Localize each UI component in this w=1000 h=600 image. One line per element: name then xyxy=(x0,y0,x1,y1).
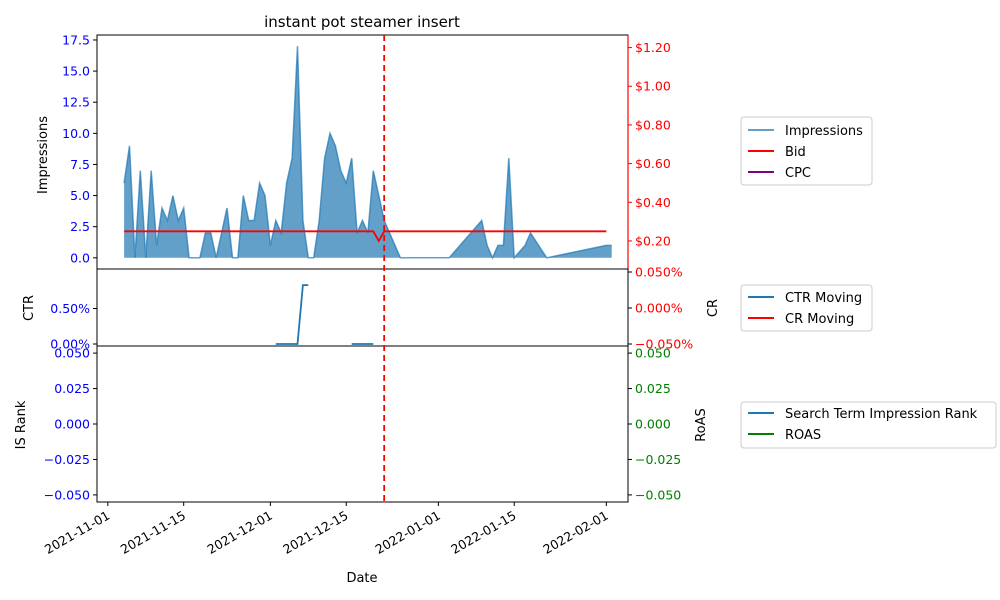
bid-tick-label: $1.00 xyxy=(635,79,671,94)
date-axis-label: Date xyxy=(346,571,377,586)
impressions-axis: 0.0 2.5 5.0 7.5 10.0 12.5 15.0 17.5 xyxy=(62,32,97,265)
legend-roas-label: ROAS xyxy=(785,428,821,443)
impressions-area xyxy=(124,46,612,258)
cr-axis-label: CR xyxy=(706,299,721,317)
impressions-area-layer xyxy=(123,46,612,260)
roas-tick-label: −0.025 xyxy=(635,452,681,467)
legend-is-rank-label: Search Term Impression Rank xyxy=(785,407,978,422)
impressions-axis-label: Impressions xyxy=(36,116,51,194)
impressions-tick-label: 5.0 xyxy=(70,188,90,203)
is-rank-axis: −0.050 −0.025 0.000 0.025 0.050 xyxy=(44,346,97,502)
impressions-tick-label: 17.5 xyxy=(62,32,90,47)
impressions-tick-label: 15.0 xyxy=(62,64,90,79)
cr-axis: −0.050% 0.000% 0.050% xyxy=(628,265,693,352)
date-tick-label: 2022-02-01 xyxy=(540,508,610,557)
legend-top-frame xyxy=(740,116,873,186)
impressions-tick-label: 0.0 xyxy=(70,250,90,265)
is-rank-tick-label: 0.025 xyxy=(54,381,90,396)
ctr-tick-label: 0.00% xyxy=(50,337,90,352)
impressions-tick-label: 12.5 xyxy=(62,95,90,110)
date-tick-label: 2022-01-01 xyxy=(372,508,442,557)
bid-tick-label: $1.20 xyxy=(635,40,671,55)
bid-tick-label: $0.20 xyxy=(635,233,671,248)
date-tick-label: 2021-11-15 xyxy=(118,508,188,557)
ctr-axis-label: CTR xyxy=(22,295,37,321)
roas-axis: −0.050 −0.025 0.000 0.025 0.050 xyxy=(628,346,681,502)
chart-title: instant pot steamer insert xyxy=(264,13,460,31)
legend-middle: CTR Moving CR Moving xyxy=(740,284,873,332)
bid-tick-label: $0.80 xyxy=(635,117,671,132)
roas-tick-label: −0.050 xyxy=(635,487,681,502)
legend-bottom: Search Term Impression Rank ROAS xyxy=(740,401,997,449)
ctr-tick-label: 0.50% xyxy=(50,301,90,316)
date-axis: 2021-11-01 2021-11-15 2021-12-01 2021-12-15… xyxy=(42,502,611,557)
bottom-panel-frame xyxy=(96,345,629,503)
bid-line-layer xyxy=(124,230,607,243)
is-rank-tick-label: 0.000 xyxy=(54,417,90,432)
ctr-axis: 0.00% 0.50% xyxy=(50,301,97,352)
bid-axis: $0.20 $0.40 $0.60 $0.80 $1.00 $1.20 xyxy=(627,35,671,269)
cr-tick-label: −0.050% xyxy=(635,337,693,352)
date-tick-label: 2021-12-01 xyxy=(204,508,274,557)
date-tick-label: 2021-11-01 xyxy=(42,508,112,557)
roas-tick-label: 0.025 xyxy=(635,381,671,396)
legend-bid-label: Bid xyxy=(785,145,806,160)
legend-cr-label: CR Moving xyxy=(785,312,854,327)
cr-tick-label: 0.050% xyxy=(635,265,683,280)
ctr-line-segment xyxy=(275,284,309,345)
legend-bottom-frame xyxy=(740,401,997,449)
impressions-tick-label: 7.5 xyxy=(70,157,90,172)
legend-top: Impressions Bid CPC xyxy=(740,116,873,186)
roas-axis-label: RoAS xyxy=(694,408,709,442)
middle-panel: CTR CR 0.00% 0.50% −0.050% 0.000% 0.050% xyxy=(22,265,721,352)
middle-panel-frame xyxy=(96,268,629,347)
ctr-line-layer xyxy=(275,284,374,345)
is-rank-axis-label: IS Rank xyxy=(14,400,29,449)
is-rank-tick-label: −0.050 xyxy=(44,487,90,502)
top-panel: instant pot steamer insert Impressions 0… xyxy=(36,13,671,270)
legend-impressions-label: Impressions xyxy=(785,124,863,139)
roas-tick-label: 0.000 xyxy=(635,417,671,432)
impressions-tick-label: 10.0 xyxy=(62,126,90,141)
date-tick-label: 2022-01-15 xyxy=(448,508,518,557)
bottom-panel: IS Rank RoAS −0.050 −0.025 0.000 0.025 0.050… xyxy=(14,345,709,503)
is-rank-tick-label: −0.025 xyxy=(44,452,90,467)
bid-tick-label: $0.40 xyxy=(635,195,671,210)
bid-tick-label: $0.60 xyxy=(635,156,671,171)
is-rank-tick-label: 0.050 xyxy=(54,346,90,361)
legend-cpc-label: CPC xyxy=(785,166,811,181)
date-tick-label: 2021-12-15 xyxy=(280,508,350,557)
bid-line xyxy=(124,230,607,243)
cr-tick-label: 0.000% xyxy=(635,301,683,316)
impressions-line xyxy=(123,46,612,260)
impressions-tick-label: 2.5 xyxy=(70,219,90,234)
roas-tick-label: 0.050 xyxy=(635,346,671,361)
legend-ctr-label: CTR Moving xyxy=(785,291,862,306)
